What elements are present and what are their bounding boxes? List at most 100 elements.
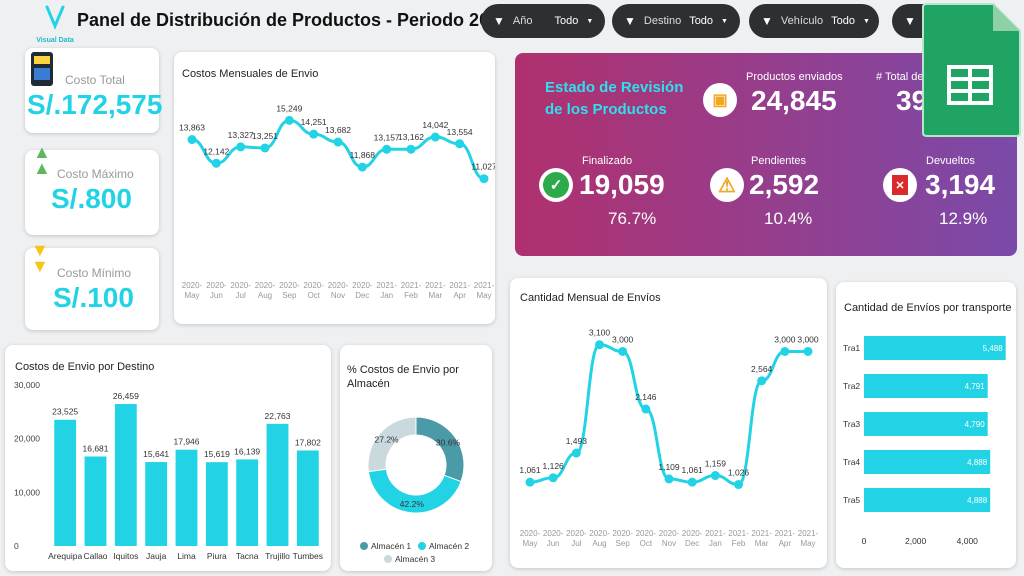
data-label: 13,682 <box>325 125 351 135</box>
x-tick-label: 2021- <box>376 281 397 290</box>
data-point <box>641 404 651 414</box>
x-tick-label: Jan <box>380 291 393 300</box>
google-sheets-icon[interactable] <box>921 3 1021 137</box>
pending-pct: 10.4% <box>764 209 813 228</box>
x-tick-label: Apr <box>453 291 466 300</box>
total-label: # Total de <box>876 71 924 83</box>
x-tick-label: 2020- <box>612 529 633 538</box>
donut-slice <box>367 416 417 473</box>
data-label: 14,251 <box>301 117 327 127</box>
filter-destination[interactable]: ▼ Destino Todo ▼ <box>612 4 740 38</box>
transport-chart: Tra1 5,488 Tra2 4,791 Tra3 4,790 Tra4 4,888 Tra5… <box>843 336 1006 546</box>
kpi-total-value: S/.172,575 <box>27 89 163 120</box>
x-tick-label: 2020- <box>520 529 541 538</box>
data-point <box>687 477 697 487</box>
x-tick-label: May <box>800 539 815 548</box>
x-tick-label: Tumbes <box>293 551 323 561</box>
warning-icon: ⚠ <box>710 168 744 202</box>
kpi-max-card: ▲ ▲ Costo Máximo S/.800 <box>25 143 159 235</box>
kpi-min-value: S/.100 <box>53 282 134 313</box>
data-label: 4,791 <box>965 382 986 391</box>
return-box-icon: ✕ <box>883 168 917 202</box>
data-label: 3,000 <box>797 334 819 344</box>
x-tick-label: Sep <box>616 539 631 548</box>
data-label: 1,126 <box>543 461 565 471</box>
bar <box>54 419 77 546</box>
x-tick-label: May <box>184 291 199 300</box>
x-tick-label: 2020- <box>543 529 564 538</box>
data-point <box>236 142 246 152</box>
filter-year-value: Todo <box>554 15 579 27</box>
filter-year[interactable]: ▼ Año Todo ▼ <box>481 4 605 38</box>
x-tick-label: Mar <box>428 291 442 300</box>
y-tick-label: Tra1 <box>843 343 860 353</box>
transport-chart-title: Cantidad de Envíos por transporte <box>844 302 1012 314</box>
x-tick-label: 2020- <box>255 281 276 290</box>
kpi-min-card: ▼ ▼ Costo Mínimo S/.100 <box>25 241 159 330</box>
filter-icon: ▼ <box>493 14 505 28</box>
logo-text: Visual Data <box>36 37 74 44</box>
data-point <box>664 474 674 484</box>
pos-terminal-icon <box>31 52 53 86</box>
data-label: 2,146 <box>635 392 657 402</box>
data-label: 1,159 <box>705 459 727 469</box>
logo-v-icon <box>45 5 65 30</box>
data-label: 13,327 <box>228 130 254 140</box>
kpi-max-label: Costo Máximo <box>57 167 134 181</box>
data-point <box>548 473 558 483</box>
arrow-up-icon: ▲ ▲ <box>33 142 51 178</box>
bar <box>145 462 168 546</box>
monthly-shipments-chart-card: Cantidad Mensual de Envíos 1,061 2020- May… <box>510 278 827 568</box>
data-label: 12,142 <box>203 146 229 156</box>
slice-label: 27.2% <box>375 434 400 444</box>
bar <box>266 423 289 546</box>
data-label: 13,554 <box>447 127 473 137</box>
data-label: 13,157 <box>374 132 400 142</box>
x-tick-label: 2,000 <box>905 536 927 546</box>
data-point <box>284 115 294 125</box>
destination-cost-chart-card: Costos de Envio por Destino 30,000 20,000… <box>5 345 331 571</box>
x-tick-label: 2021- <box>449 281 470 290</box>
check-circle-icon: ✓ <box>539 168 573 202</box>
filter-icon: ▼ <box>624 14 636 28</box>
y-tick-label: Tra5 <box>843 495 860 505</box>
x-tick-label: Piura <box>207 551 227 561</box>
data-point <box>455 139 465 149</box>
bar <box>864 336 1006 360</box>
monthly-shipments-chart: 1,0612020-May1,1262020-Jun1,4932020-Jul3… <box>519 328 819 548</box>
logo: Visual Data <box>30 4 80 44</box>
data-label: 17,802 <box>295 437 321 447</box>
data-point <box>757 376 767 386</box>
x-tick-label: Aug <box>592 539 606 548</box>
x-tick-label: 2021- <box>705 529 726 538</box>
filter-vehicle[interactable]: ▼ Vehículo Todo ▼ <box>749 4 879 38</box>
data-label: 5,488 <box>983 344 1004 353</box>
x-tick-label: Jauja <box>146 551 167 561</box>
x-tick-label: Feb <box>732 539 746 548</box>
legend-label: Almacén 3 <box>395 554 435 564</box>
x-tick-label: 2020- <box>682 529 703 538</box>
x-tick-label: Aug <box>258 291 272 300</box>
arrow-down-icon: ▼ ▼ <box>31 240 49 276</box>
x-tick-label: 2021- <box>474 281 495 290</box>
bar <box>84 456 107 546</box>
data-label: 4,790 <box>965 420 986 429</box>
data-label: 16,139 <box>234 446 260 456</box>
y-tick-label: 20,000 <box>14 434 40 444</box>
data-label: 1,493 <box>566 436 588 446</box>
y-tick-label: Tra4 <box>843 457 860 467</box>
x-tick-label: 2021- <box>751 529 772 538</box>
x-tick-label: 2021- <box>401 281 422 290</box>
x-tick-label: 2020- <box>566 529 587 538</box>
y-tick-label: 30,000 <box>14 380 40 390</box>
data-label: 3,100 <box>589 328 611 338</box>
returned-label: Devueltos <box>926 155 975 167</box>
x-tick-label: Callao <box>83 551 107 561</box>
data-point <box>595 340 604 350</box>
data-point <box>382 144 392 154</box>
kpi-min-label: Costo Mínimo <box>57 266 132 280</box>
x-tick-label: Oct <box>307 291 320 300</box>
bar <box>864 374 988 398</box>
warehouse-donut-title: % Costos de Envio por Almacén <box>347 363 459 391</box>
filter-year-label: Año <box>512 15 533 27</box>
